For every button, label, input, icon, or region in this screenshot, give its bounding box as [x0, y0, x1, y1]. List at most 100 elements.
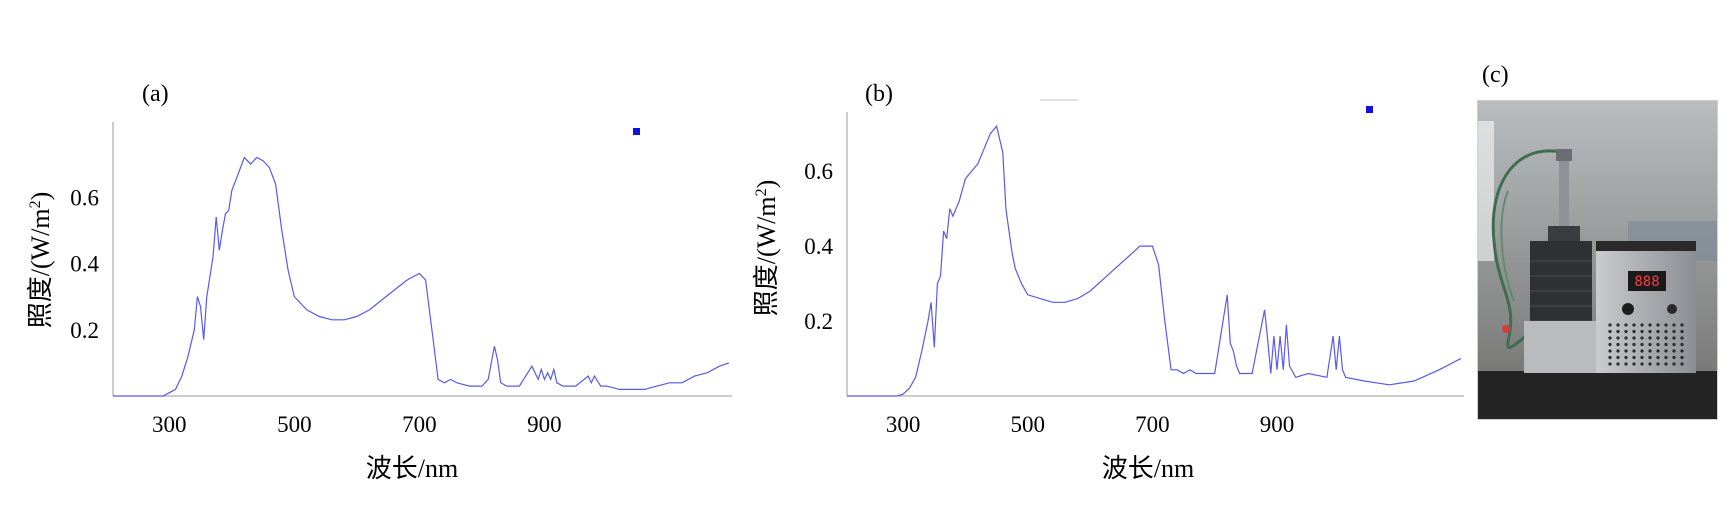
vent-hole: [1616, 355, 1620, 360]
y-tick-labels-a: 0.2 0.4 0.6: [70, 185, 99, 343]
vent-holes: [1608, 323, 1684, 366]
optical-cable: [1491, 149, 1567, 349]
vent-hole: [1608, 323, 1612, 327]
legend-marker-a: [633, 128, 640, 135]
display-readout: 888: [1634, 274, 1659, 290]
vent-hole: [1672, 336, 1676, 340]
x-tick-label: 500: [277, 412, 312, 437]
vent-hole: [1680, 336, 1684, 340]
vent-hole: [1656, 355, 1660, 360]
x-tick-label: 900: [527, 412, 562, 437]
vent-hole: [1664, 355, 1668, 360]
vent-hole: [1608, 342, 1612, 347]
vent-hole: [1624, 349, 1628, 353]
vent-hole: [1616, 323, 1620, 327]
x-tick-label: 900: [1260, 412, 1295, 437]
x-tick-labels-b: 300 500 700 900: [886, 412, 1294, 437]
vent-hole: [1648, 336, 1652, 340]
vent-hole: [1664, 349, 1668, 353]
vent-hole: [1664, 362, 1668, 366]
vent-hole: [1624, 329, 1628, 334]
vent-hole: [1656, 323, 1660, 327]
vent-hole: [1608, 362, 1612, 366]
power-supply-handle: [1596, 241, 1696, 251]
panel-label-c: (c): [1482, 62, 1509, 88]
lamp-base: [1524, 321, 1598, 373]
vent-hole: [1640, 349, 1644, 353]
vent-hole: [1656, 362, 1660, 366]
series-line-b: [847, 124, 1462, 397]
y-tick-label: 0.6: [70, 185, 99, 210]
y-axis-label-a: 照度/(W/m2): [26, 192, 55, 329]
y-tick-label: 0.2: [804, 309, 833, 334]
vent-hole: [1624, 336, 1628, 340]
chart-panel-a: (a) 0.2 0.4 0.6 300 500 700 900 波长/nm 照度/(W/m…: [26, 81, 732, 483]
vent-hole: [1672, 355, 1676, 360]
vent-hole: [1664, 329, 1668, 334]
vent-hole: [1616, 342, 1620, 347]
vent-hole: [1656, 349, 1660, 353]
digital-display: [1628, 271, 1666, 291]
vent-hole: [1640, 329, 1644, 334]
legend-marker-b: [1366, 106, 1373, 113]
vent-hole: [1616, 362, 1620, 366]
vent-hole: [1632, 362, 1636, 366]
panel-label-b: (b): [865, 81, 893, 107]
vent-hole: [1672, 329, 1676, 334]
x-axis-label-b: 波长/nm: [1102, 454, 1194, 483]
vent-hole: [1608, 329, 1612, 334]
chart-panel-b: (b) 0.2 0.4 0.6 300 500 700 900 波长/nm 照度/(W/m…: [752, 81, 1464, 483]
cable-connector: [1502, 325, 1510, 333]
vent-hole: [1648, 323, 1652, 327]
device-photo: 888: [1477, 100, 1718, 420]
window-light: [1478, 121, 1494, 261]
vent-hole: [1616, 336, 1620, 340]
vent-hole: [1648, 342, 1652, 347]
lamp-cap: [1556, 149, 1572, 161]
vent-hole: [1648, 349, 1652, 353]
vent-hole: [1656, 342, 1660, 347]
vent-hole: [1624, 342, 1628, 347]
y-tick-label: 0.4: [804, 234, 833, 259]
panel-label-a: (a): [142, 81, 169, 107]
vent-hole: [1632, 323, 1636, 327]
optical-cable-loop: [1500, 190, 1515, 302]
vent-hole: [1624, 362, 1628, 366]
x-tick-labels-a: 300 500 700 900: [152, 412, 562, 437]
vent-hole: [1608, 349, 1612, 353]
vent-hole: [1632, 336, 1636, 340]
vent-hole: [1648, 329, 1652, 334]
vent-hole: [1632, 329, 1636, 334]
vent-hole: [1680, 355, 1684, 360]
x-tick-label: 300: [152, 412, 187, 437]
control-knob-right: [1667, 304, 1677, 314]
vent-hole: [1624, 323, 1628, 327]
vent-hole: [1656, 329, 1660, 334]
y-tick-label: 0.4: [70, 252, 99, 277]
control-knob-left: [1622, 303, 1634, 315]
vent-hole: [1672, 362, 1676, 366]
vent-hole: [1672, 342, 1676, 347]
vent-hole: [1664, 336, 1668, 340]
x-tick-label: 300: [886, 412, 921, 437]
x-tick-label: 700: [1135, 412, 1170, 437]
vent-hole: [1616, 349, 1620, 353]
vent-hole: [1608, 336, 1612, 340]
lamp-post: [1559, 156, 1569, 226]
y-tick-label: 0.2: [70, 318, 99, 343]
vent-hole: [1640, 336, 1644, 340]
vent-hole: [1632, 349, 1636, 353]
vent-hole: [1632, 355, 1636, 360]
vent-hole: [1656, 336, 1660, 340]
x-tick-label: 700: [402, 412, 437, 437]
vent-hole: [1640, 362, 1644, 366]
table-surface: [1478, 371, 1717, 419]
y-axis-label-b: 照度/(W/m2): [752, 180, 781, 317]
vent-hole: [1608, 355, 1612, 360]
vent-hole: [1680, 362, 1684, 366]
vent-hole: [1680, 349, 1684, 353]
vent-hole: [1632, 342, 1636, 347]
y-tick-label: 0.6: [804, 159, 833, 184]
y-tick-labels-b: 0.2 0.4 0.6: [804, 159, 833, 334]
